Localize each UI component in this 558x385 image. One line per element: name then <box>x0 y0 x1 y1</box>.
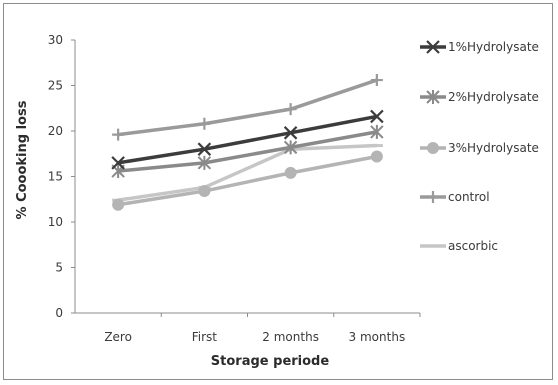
data-point-marker <box>370 74 383 87</box>
x-axis-title: Storage periode <box>211 354 330 369</box>
series-line <box>117 154 378 207</box>
data-point-marker <box>197 155 212 170</box>
data-point-marker <box>111 156 125 170</box>
legend-entry: ascorbic <box>420 239 498 253</box>
legend-label: control <box>448 190 490 204</box>
data-point-marker <box>370 124 384 139</box>
legend-label: ascorbic <box>448 239 498 253</box>
series-line <box>117 78 378 137</box>
legend-entry: 2%Hydrolysate <box>420 90 539 104</box>
legend-label: 2%Hydrolysate <box>448 90 539 104</box>
series-line <box>117 143 377 202</box>
data-point-marker <box>198 185 211 198</box>
data-point-marker <box>112 198 125 211</box>
data-point-marker <box>370 109 384 124</box>
legend-label: 1%Hydrolysate <box>448 40 539 54</box>
data-point-marker <box>370 150 383 163</box>
chart-frame <box>3 3 553 380</box>
legend-marker <box>426 90 440 104</box>
series-3%Hydrolysate <box>112 150 383 211</box>
x-tick-label: 3 months <box>349 330 406 344</box>
legend-entry: 1%Hydrolysate <box>420 40 539 54</box>
data-point-marker <box>197 142 212 156</box>
series-control <box>112 74 383 141</box>
legend-marker <box>427 191 439 203</box>
data-point-marker <box>283 140 298 155</box>
series-2%Hydrolysate <box>111 124 384 179</box>
x-tick-label: Zero <box>104 330 132 344</box>
legend-marker <box>427 142 439 154</box>
y-tick-label: 15 <box>48 170 63 184</box>
y-tick-label: 30 <box>48 33 63 47</box>
data-point-marker <box>198 117 211 130</box>
x-tick-label: First <box>192 330 218 344</box>
axes: 0 5 10 15 20 25 30 Zero First 2 months 3 months <box>48 33 421 344</box>
y-tick-label: 20 <box>48 124 63 138</box>
legend-label: 3%Hydrolysate <box>448 141 539 155</box>
legend-entry: control <box>420 190 490 204</box>
data-point-marker <box>112 128 125 141</box>
y-tick-label: 10 <box>48 215 63 229</box>
y-tick-label: 5 <box>55 261 63 275</box>
x-tick-label: 2 months <box>262 330 319 344</box>
y-tick-label: 25 <box>48 79 63 93</box>
series-line <box>117 114 378 165</box>
series-layer <box>111 74 384 211</box>
legend-marker <box>426 40 440 54</box>
series-line <box>117 130 378 173</box>
data-point-marker <box>284 166 297 179</box>
legend-entry: 3%Hydrolysate <box>420 141 539 155</box>
legend: 1%Hydrolysate 2%Hydrolysate 3%Hydrolysate c… <box>420 40 539 253</box>
data-point-marker <box>283 126 298 140</box>
y-axis-title: % Coooking loss <box>15 100 30 219</box>
series-1%Hydrolysate <box>111 109 384 170</box>
y-tick-label: 0 <box>55 306 63 320</box>
data-point-marker <box>284 103 297 116</box>
